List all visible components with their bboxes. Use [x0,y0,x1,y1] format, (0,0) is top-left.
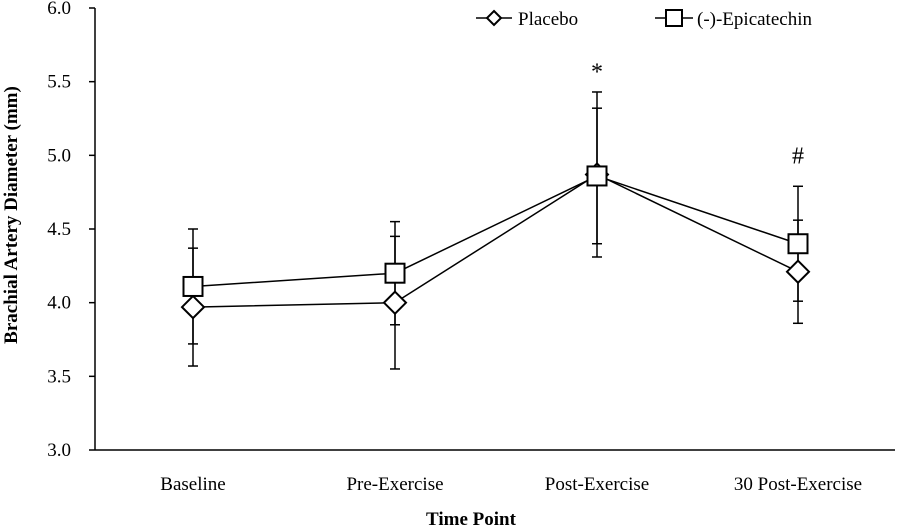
significance-marker: * [591,59,603,85]
x-tick-labels: Baseline Pre-Exercise Post-Exercise 30 Post… [160,474,862,495]
data-point-placebo [180,294,206,320]
series-markers [180,162,811,320]
y-tick-label: 4.0 [47,293,71,314]
legend-diamond-marker [485,9,503,27]
y-tick-labels: 3.0 3.5 4.0 4.5 5.0 5.5 6.0 [47,0,71,461]
error-bars [188,91,803,370]
y-tick-label: 3.0 [47,440,71,461]
y-tick-label: 3.5 [47,366,71,387]
y-axis-title: Brachial Artery Diameter (mm) [1,86,22,344]
legend: Placebo (-)-Epicatechin [476,9,812,30]
x-tick-label: Pre-Exercise [346,474,443,495]
data-point-epicatechin [182,275,204,297]
y-tick-label: 5.5 [47,72,71,93]
legend-item-placebo: Placebo [476,9,578,30]
legend-label-placebo: Placebo [518,9,578,30]
y-tick-label: 4.5 [47,219,71,240]
legend-item-epicatechin: (-)-Epicatechin [655,9,812,30]
y-tick-label: 5.0 [47,145,71,166]
x-tick-label: Baseline [160,474,225,495]
annotations: *# [591,59,804,169]
series-lines [192,173,799,308]
data-point-placebo [382,290,408,316]
axes [89,7,895,451]
data-point-epicatechin [787,233,809,255]
legend-label-epicatechin: (-)-Epicatechin [697,9,812,30]
data-point-epicatechin [586,165,608,187]
y-tick-label: 6.0 [47,0,71,19]
data-point-placebo [785,259,811,285]
legend-square-marker [665,9,683,27]
x-axis-title: Time Point [426,509,517,527]
data-point-epicatechin [384,262,406,284]
series-line-placebo [192,173,799,308]
x-tick-label: Post-Exercise [545,474,649,495]
significance-marker: # [792,143,804,169]
series-line-epicatechin [192,175,799,288]
x-tick-label: 30 Post-Exercise [734,474,862,495]
